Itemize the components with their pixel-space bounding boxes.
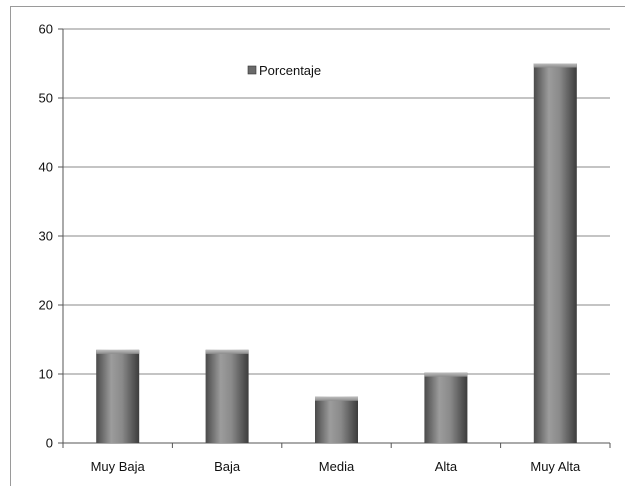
legend-swatch xyxy=(247,65,257,75)
y-tick-label: 10 xyxy=(39,367,53,382)
frame-border-top xyxy=(10,6,625,7)
bar xyxy=(205,349,249,443)
x-tick-label: Muy Alta xyxy=(530,459,581,474)
bar-alta xyxy=(424,372,468,443)
bar xyxy=(96,349,140,443)
x-axis: Muy Baja Baja Media Alta Muy Alta xyxy=(62,442,611,474)
bar-media xyxy=(315,396,358,443)
bar-top-face xyxy=(205,349,249,354)
y-tick-label: 20 xyxy=(39,298,53,313)
frame-border-left xyxy=(10,6,11,486)
x-tick-label: Baja xyxy=(214,459,241,474)
bar-top-face xyxy=(96,349,140,354)
gridlines xyxy=(63,28,610,375)
bar-top-face xyxy=(315,396,358,401)
x-tick-label: Media xyxy=(319,459,355,474)
bar-top-face xyxy=(533,63,577,68)
y-tick-label: 40 xyxy=(39,160,53,175)
y-tick-label: 60 xyxy=(39,22,53,37)
bar xyxy=(424,372,468,443)
bar-top-face xyxy=(424,372,468,377)
bar xyxy=(533,63,577,443)
bar-muy-baja xyxy=(96,349,140,443)
y-tick-label: 30 xyxy=(39,229,53,244)
bar-muy-alta xyxy=(533,63,577,443)
bar-series xyxy=(96,63,577,443)
y-tick-label: 0 xyxy=(46,436,53,451)
x-tick-label: Muy Baja xyxy=(91,459,146,474)
bar-baja xyxy=(205,349,249,443)
bar xyxy=(315,396,358,443)
x-tick-label: Alta xyxy=(435,459,458,474)
legend-label: Porcentaje xyxy=(259,63,321,78)
y-tick-label: 50 xyxy=(39,91,53,106)
y-axis: 0 10 20 30 40 50 60 xyxy=(39,22,64,451)
legend: Porcentaje xyxy=(247,63,321,78)
